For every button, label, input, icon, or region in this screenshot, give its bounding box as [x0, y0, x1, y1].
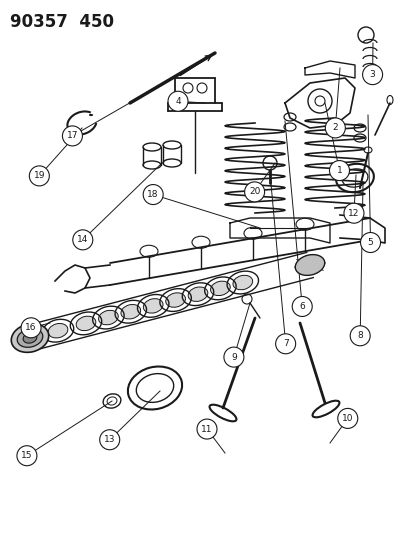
- Text: 2: 2: [332, 124, 337, 132]
- Text: 12: 12: [347, 209, 359, 217]
- Text: 8: 8: [356, 332, 362, 340]
- Circle shape: [244, 182, 264, 202]
- Text: 11: 11: [201, 425, 212, 433]
- Text: 7: 7: [282, 340, 288, 348]
- Text: 19: 19: [33, 172, 45, 180]
- Circle shape: [17, 446, 37, 466]
- Circle shape: [168, 91, 188, 111]
- Circle shape: [292, 296, 311, 317]
- Circle shape: [349, 326, 369, 346]
- Circle shape: [343, 203, 363, 223]
- Text: 9: 9: [230, 353, 236, 361]
- Ellipse shape: [23, 333, 37, 343]
- Text: 17: 17: [66, 132, 78, 140]
- Circle shape: [197, 419, 216, 439]
- Text: 18: 18: [147, 190, 159, 199]
- Text: 6: 6: [299, 302, 304, 311]
- Circle shape: [362, 64, 382, 85]
- Text: 10: 10: [341, 414, 353, 423]
- Ellipse shape: [210, 281, 230, 296]
- Text: 5: 5: [367, 238, 373, 247]
- Text: 13: 13: [104, 435, 115, 444]
- Ellipse shape: [76, 316, 95, 330]
- Ellipse shape: [294, 255, 324, 276]
- Ellipse shape: [48, 324, 68, 338]
- Circle shape: [329, 160, 349, 181]
- Text: 4: 4: [175, 97, 180, 106]
- Circle shape: [275, 334, 295, 354]
- Circle shape: [337, 408, 357, 429]
- Text: 3: 3: [369, 70, 375, 79]
- Ellipse shape: [11, 324, 49, 352]
- Circle shape: [325, 118, 344, 138]
- Circle shape: [223, 347, 243, 367]
- Circle shape: [73, 230, 93, 250]
- Ellipse shape: [188, 287, 207, 302]
- Circle shape: [143, 184, 163, 205]
- Circle shape: [360, 232, 380, 253]
- Ellipse shape: [233, 275, 252, 290]
- Ellipse shape: [143, 298, 163, 313]
- Circle shape: [21, 318, 41, 338]
- Ellipse shape: [98, 310, 118, 325]
- Circle shape: [62, 126, 82, 146]
- Text: 15: 15: [21, 451, 33, 460]
- Circle shape: [29, 166, 49, 186]
- Text: 1: 1: [336, 166, 342, 175]
- Ellipse shape: [121, 304, 140, 319]
- Ellipse shape: [17, 329, 43, 348]
- Text: 16: 16: [25, 324, 37, 332]
- Text: 20: 20: [248, 188, 260, 196]
- Text: 14: 14: [77, 236, 88, 244]
- Text: 90357  450: 90357 450: [10, 13, 114, 31]
- Circle shape: [100, 430, 119, 450]
- Ellipse shape: [165, 293, 185, 307]
